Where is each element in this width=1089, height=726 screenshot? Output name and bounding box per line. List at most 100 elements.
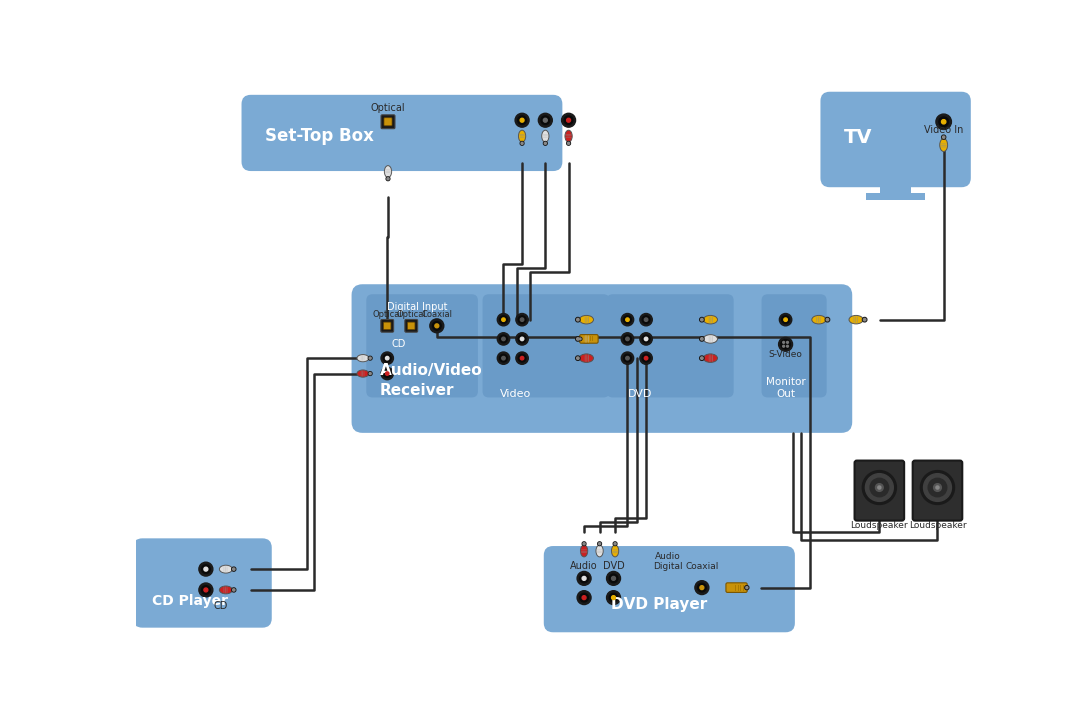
Circle shape bbox=[579, 338, 582, 340]
Circle shape bbox=[567, 142, 570, 144]
Circle shape bbox=[700, 357, 703, 359]
Circle shape bbox=[233, 568, 235, 570]
Circle shape bbox=[544, 142, 547, 144]
Ellipse shape bbox=[579, 315, 594, 324]
Circle shape bbox=[502, 318, 505, 322]
Circle shape bbox=[607, 591, 621, 605]
FancyBboxPatch shape bbox=[543, 546, 795, 632]
Circle shape bbox=[624, 335, 632, 343]
Text: Digital Input: Digital Input bbox=[388, 303, 448, 312]
Circle shape bbox=[700, 338, 703, 340]
FancyBboxPatch shape bbox=[407, 322, 415, 330]
Circle shape bbox=[780, 314, 792, 326]
Ellipse shape bbox=[219, 586, 232, 594]
Circle shape bbox=[939, 117, 949, 126]
Circle shape bbox=[579, 593, 588, 602]
FancyBboxPatch shape bbox=[820, 91, 970, 187]
Ellipse shape bbox=[811, 315, 825, 324]
Ellipse shape bbox=[541, 130, 549, 142]
Circle shape bbox=[204, 588, 208, 592]
FancyBboxPatch shape bbox=[579, 335, 598, 343]
Circle shape bbox=[430, 319, 444, 333]
Text: Optical: Optical bbox=[370, 103, 405, 113]
Circle shape bbox=[577, 591, 591, 605]
Ellipse shape bbox=[580, 545, 588, 557]
Circle shape bbox=[643, 335, 650, 343]
Circle shape bbox=[640, 352, 652, 364]
Circle shape bbox=[624, 316, 632, 324]
Circle shape bbox=[783, 346, 784, 347]
Circle shape bbox=[576, 356, 580, 360]
Circle shape bbox=[368, 372, 372, 375]
Circle shape bbox=[622, 333, 634, 345]
Circle shape bbox=[784, 318, 787, 322]
Text: Audio/Video
Receiver: Audio/Video Receiver bbox=[379, 363, 482, 398]
Circle shape bbox=[624, 354, 632, 362]
Circle shape bbox=[622, 314, 634, 326]
Circle shape bbox=[199, 583, 212, 597]
Text: TV: TV bbox=[844, 129, 872, 147]
Circle shape bbox=[645, 356, 648, 360]
Circle shape bbox=[521, 142, 524, 145]
Circle shape bbox=[538, 113, 552, 127]
Circle shape bbox=[566, 142, 571, 145]
Circle shape bbox=[935, 114, 952, 129]
Circle shape bbox=[543, 142, 547, 145]
FancyBboxPatch shape bbox=[405, 319, 418, 333]
Ellipse shape bbox=[703, 315, 718, 324]
Circle shape bbox=[783, 341, 784, 343]
Circle shape bbox=[232, 567, 236, 571]
Circle shape bbox=[626, 356, 629, 360]
Circle shape bbox=[878, 486, 881, 489]
Text: CD: CD bbox=[213, 601, 228, 611]
Circle shape bbox=[942, 135, 945, 139]
Ellipse shape bbox=[579, 354, 594, 362]
Circle shape bbox=[232, 588, 236, 592]
Circle shape bbox=[432, 322, 441, 330]
Circle shape bbox=[862, 317, 867, 322]
Circle shape bbox=[870, 478, 889, 497]
Circle shape bbox=[515, 113, 529, 127]
FancyBboxPatch shape bbox=[913, 460, 963, 521]
Circle shape bbox=[387, 177, 390, 181]
Circle shape bbox=[626, 337, 629, 340]
Ellipse shape bbox=[596, 545, 603, 557]
Ellipse shape bbox=[357, 354, 369, 362]
Bar bbox=[880, 187, 911, 195]
Text: DVD: DVD bbox=[627, 388, 652, 399]
Circle shape bbox=[779, 338, 793, 351]
FancyBboxPatch shape bbox=[482, 294, 610, 397]
Circle shape bbox=[577, 571, 591, 585]
Text: Coaxial: Coaxial bbox=[685, 562, 719, 571]
Circle shape bbox=[920, 470, 955, 505]
Circle shape bbox=[943, 136, 945, 138]
Circle shape bbox=[862, 470, 896, 505]
Circle shape bbox=[935, 486, 939, 489]
FancyBboxPatch shape bbox=[381, 115, 395, 129]
Circle shape bbox=[498, 333, 510, 345]
Circle shape bbox=[562, 113, 576, 127]
Text: Video: Video bbox=[500, 388, 531, 399]
Circle shape bbox=[942, 120, 946, 124]
Ellipse shape bbox=[518, 130, 526, 142]
Circle shape bbox=[923, 473, 952, 502]
Circle shape bbox=[640, 333, 652, 345]
Ellipse shape bbox=[357, 370, 369, 378]
Circle shape bbox=[577, 338, 579, 340]
Text: CD: CD bbox=[392, 338, 406, 348]
Circle shape bbox=[613, 542, 617, 546]
Circle shape bbox=[199, 562, 212, 576]
Circle shape bbox=[782, 316, 790, 324]
Circle shape bbox=[583, 542, 586, 546]
FancyBboxPatch shape bbox=[352, 285, 853, 433]
Circle shape bbox=[386, 356, 389, 360]
Text: Audio: Audio bbox=[571, 561, 598, 571]
Ellipse shape bbox=[384, 166, 392, 177]
Circle shape bbox=[864, 319, 866, 321]
Circle shape bbox=[516, 333, 528, 345]
Circle shape bbox=[381, 352, 393, 364]
Circle shape bbox=[541, 116, 550, 125]
Circle shape bbox=[583, 596, 586, 600]
Ellipse shape bbox=[579, 335, 594, 343]
Circle shape bbox=[233, 589, 235, 591]
